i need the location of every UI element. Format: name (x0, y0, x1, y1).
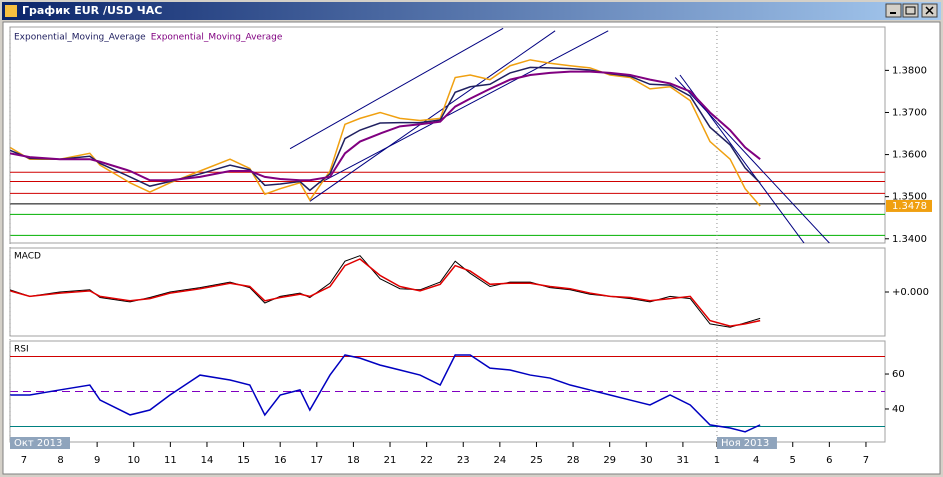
trend-line (289, 27, 504, 150)
main-plot (10, 27, 885, 243)
period-label-box (10, 437, 70, 449)
last-price-label: 1.3478 (892, 201, 927, 212)
y-tick-label: 1.3400 (892, 234, 927, 245)
x-tick-label: 11 (164, 455, 177, 466)
x-tick-label: 15 (237, 455, 250, 466)
x-tick-label: 7 (21, 455, 27, 466)
last-price-box (886, 199, 932, 212)
series-line (10, 70, 761, 182)
x-tick-label: 29 (603, 455, 616, 466)
trend-line (674, 77, 831, 243)
pane-title: MACD (14, 252, 41, 262)
rsi-plot (10, 354, 885, 433)
legend-entry: Exponential_Moving_Average (151, 33, 283, 43)
x-tick-label: 1 (714, 455, 720, 466)
trend-line (309, 30, 556, 202)
series-line (10, 354, 761, 433)
period-label-box (716, 437, 777, 449)
x-tick-label: 23 (457, 455, 470, 466)
title-bar (2, 2, 941, 20)
x-tick-label: 25 (530, 455, 543, 466)
period-label: Окт 2013 (14, 438, 62, 449)
x-tick-label: 31 (677, 455, 690, 466)
x-tick-label: 17 (310, 455, 323, 466)
x-tick-label: 5 (790, 455, 796, 466)
x-tick-label: 6 (826, 455, 832, 466)
y-tick-label: 1.3700 (892, 107, 927, 118)
series-line (10, 258, 761, 327)
x-tick-label: 9 (94, 455, 100, 466)
x-tick-label: 4 (753, 455, 759, 466)
x-tick-label: 24 (493, 455, 506, 466)
x-tick-label: 10 (127, 455, 140, 466)
window-buttons (885, 3, 938, 18)
x-tick-label: 30 (640, 455, 653, 466)
maximize-button[interactable] (902, 3, 919, 18)
x-tick-label: 18 (347, 455, 360, 466)
x-tick-label: 16 (274, 455, 287, 466)
y-tick-label: 1.3600 (892, 150, 927, 161)
series-line (10, 66, 761, 192)
y-tick-label: 1.3800 (892, 65, 927, 76)
legend-entry: Exponential_Moving_Average (14, 33, 146, 43)
series-line (10, 255, 761, 328)
minimize-button[interactable] (885, 3, 902, 18)
y-tick-label: 1.3500 (892, 192, 927, 203)
period-label: Ноя 2013 (721, 438, 769, 449)
window-icon (5, 5, 17, 17)
overlay: 1.3800 1.3700 1.3600 1.3500 1.3400 Exponentia… (9, 27, 932, 466)
pane-title: RSI (14, 345, 29, 355)
x-tick-label: 14 (201, 455, 214, 466)
window-title: График EUR /USD ЧАС (22, 4, 162, 17)
y-tick-label: +0.000 (892, 287, 929, 298)
x-tick-label: 28 (567, 455, 580, 466)
x-tick-label: 8 (57, 455, 63, 466)
y-tick-label: 60 (892, 369, 905, 380)
x-tick-label: 7 (863, 455, 869, 466)
trend-line (319, 30, 609, 184)
series-line (10, 59, 761, 207)
x-tick-label: 22 (420, 455, 433, 466)
x-tick-label: 21 (384, 455, 397, 466)
macd-plot (10, 255, 761, 328)
y-tick-label: 40 (892, 404, 905, 415)
